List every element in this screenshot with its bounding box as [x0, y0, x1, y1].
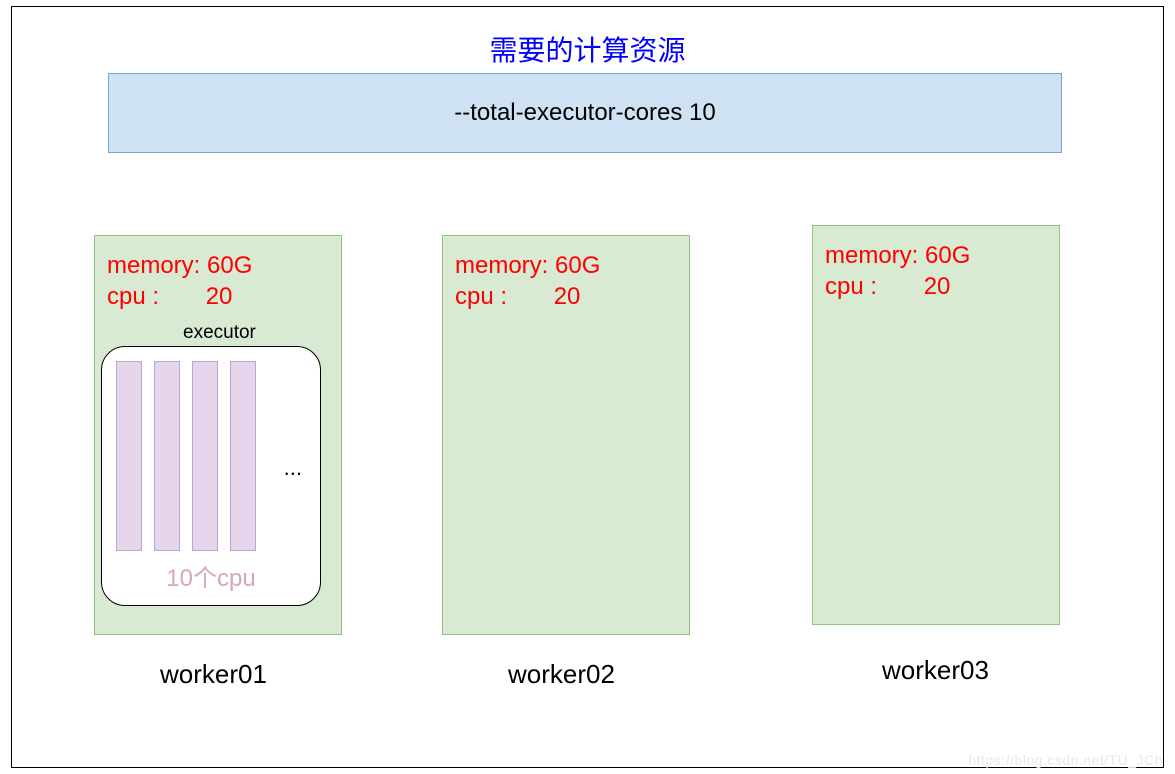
cpu-bar — [154, 361, 180, 551]
worker-box-03: memory: 60G cpu : 20 — [812, 225, 1060, 625]
cpu-count-label: 10个cpu — [102, 558, 320, 593]
worker-box-02: memory: 60G cpu : 20 — [442, 235, 690, 635]
worker02-memory: memory: 60G — [455, 250, 677, 281]
ellipsis-icon: ... — [284, 455, 302, 481]
diagram-frame: 需要的计算资源 --total-executor-cores 10 memory… — [11, 6, 1164, 768]
watermark: https://blog.csdn.net/TU_JCh — [968, 752, 1163, 768]
worker03-memory: memory: 60G — [825, 240, 1047, 271]
resource-banner: --total-executor-cores 10 — [108, 73, 1062, 153]
cpu-bar — [230, 361, 256, 551]
executor-box: ... 10个cpu — [101, 346, 321, 606]
worker02-label: worker02 — [508, 659, 615, 690]
worker01-label: worker01 — [160, 659, 267, 690]
worker01-cpu: cpu : 20 — [107, 281, 329, 312]
worker01-memory: memory: 60G — [107, 250, 329, 281]
diagram-title: 需要的计算资源 — [12, 29, 1163, 69]
worker03-label: worker03 — [882, 655, 989, 686]
executor-label: executor — [183, 322, 256, 344]
cpu-bar — [192, 361, 218, 551]
banner-text: --total-executor-cores 10 — [454, 99, 715, 127]
worker02-cpu: cpu : 20 — [455, 281, 677, 312]
cpu-bars — [116, 361, 256, 551]
worker03-cpu: cpu : 20 — [825, 271, 1047, 302]
worker-box-01: memory: 60G cpu : 20 executor ... 10个cpu — [94, 235, 342, 635]
cpu-bar — [116, 361, 142, 551]
